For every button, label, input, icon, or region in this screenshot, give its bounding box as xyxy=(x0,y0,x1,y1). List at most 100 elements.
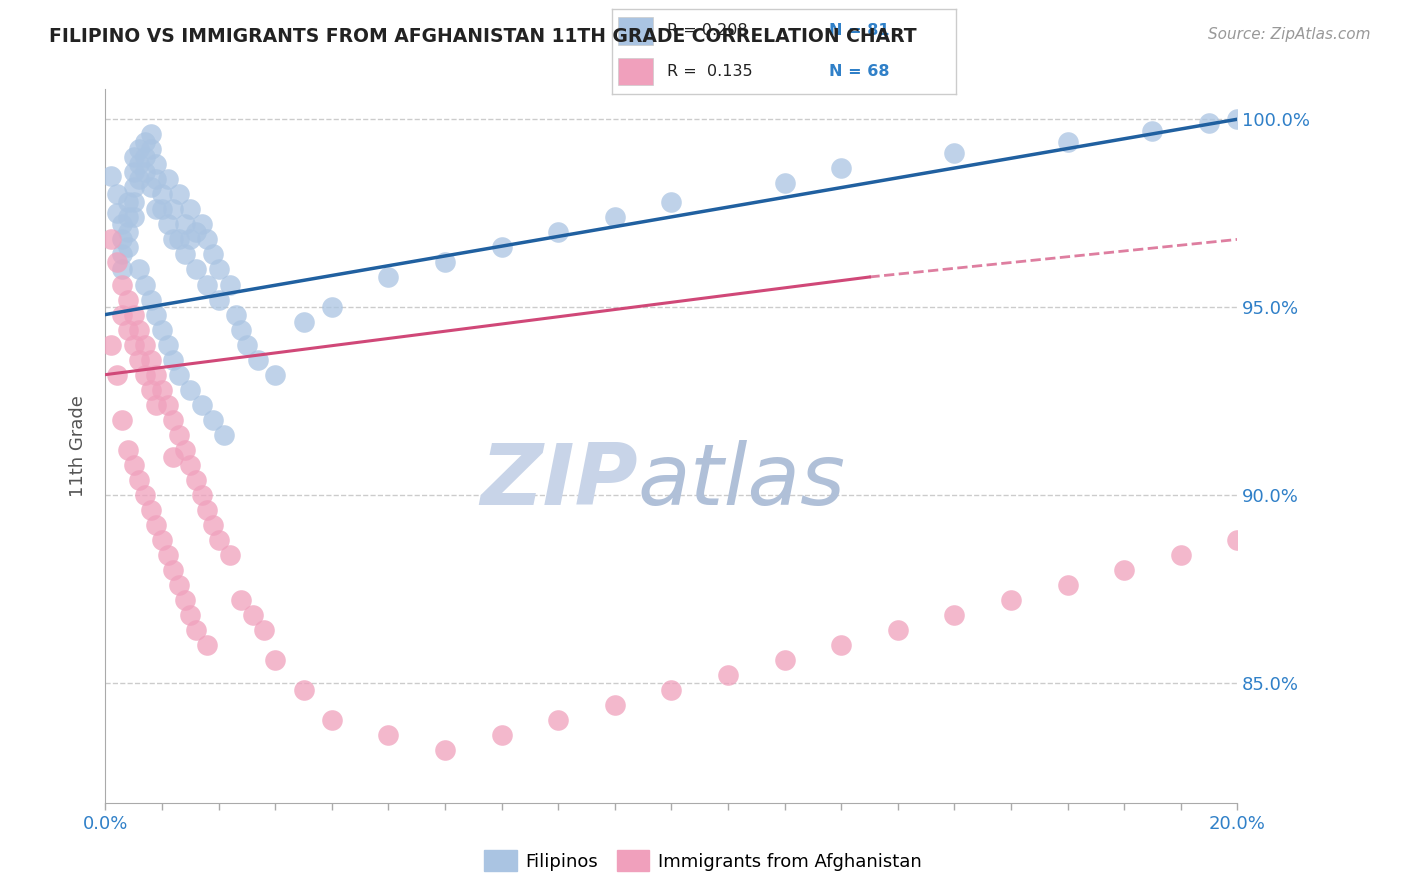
Point xyxy=(887,623,910,637)
Point xyxy=(145,202,167,217)
Point xyxy=(1000,593,1022,607)
Point xyxy=(100,169,122,183)
Point xyxy=(111,277,134,292)
Point xyxy=(134,488,156,502)
Point xyxy=(173,218,195,232)
Point xyxy=(122,308,145,322)
Point xyxy=(156,398,179,412)
Point xyxy=(491,240,513,254)
Point xyxy=(195,232,218,246)
Point xyxy=(145,517,167,532)
Point xyxy=(377,270,399,285)
Point xyxy=(830,161,852,175)
Point xyxy=(156,218,179,232)
Point xyxy=(122,210,145,224)
Point xyxy=(100,337,122,351)
Point xyxy=(173,442,195,457)
Point xyxy=(773,176,796,190)
Point xyxy=(1114,563,1136,577)
FancyBboxPatch shape xyxy=(619,18,652,45)
Point xyxy=(150,383,173,397)
Point xyxy=(190,398,212,412)
Text: N = 68: N = 68 xyxy=(828,64,889,79)
Point xyxy=(134,337,156,351)
Text: R = 0.208: R = 0.208 xyxy=(666,23,748,38)
Point xyxy=(122,179,145,194)
Point xyxy=(145,368,167,382)
Point xyxy=(547,225,569,239)
Point xyxy=(122,194,145,209)
Point xyxy=(184,262,207,277)
Point xyxy=(231,593,253,607)
Point xyxy=(603,210,626,224)
Point xyxy=(105,368,128,382)
Point xyxy=(661,683,683,698)
Point xyxy=(139,503,162,517)
Text: N = 81: N = 81 xyxy=(828,23,889,38)
Point xyxy=(162,450,184,465)
Text: FILIPINO VS IMMIGRANTS FROM AFGHANISTAN 11TH GRADE CORRELATION CHART: FILIPINO VS IMMIGRANTS FROM AFGHANISTAN … xyxy=(49,27,917,45)
Point xyxy=(195,503,218,517)
Point xyxy=(139,352,162,367)
Point xyxy=(661,194,683,209)
Point xyxy=(433,743,456,757)
Point xyxy=(111,232,134,246)
Point xyxy=(201,413,224,427)
Point xyxy=(208,293,231,307)
Point xyxy=(433,255,456,269)
Point xyxy=(943,607,966,622)
Point xyxy=(111,262,134,277)
Point xyxy=(111,308,134,322)
Point xyxy=(225,308,247,322)
Point xyxy=(162,232,184,246)
Point xyxy=(122,165,145,179)
FancyBboxPatch shape xyxy=(619,58,652,85)
Point xyxy=(111,218,134,232)
Point xyxy=(247,352,270,367)
Point xyxy=(150,202,173,217)
Point xyxy=(122,458,145,472)
Point xyxy=(830,638,852,652)
Point xyxy=(201,517,224,532)
Point xyxy=(128,322,150,336)
Point xyxy=(292,683,315,698)
Point xyxy=(292,315,315,329)
Point xyxy=(128,473,150,487)
Point xyxy=(139,383,162,397)
Point xyxy=(167,368,190,382)
Point xyxy=(105,187,128,202)
Point xyxy=(167,578,190,592)
Point xyxy=(1056,578,1078,592)
Point xyxy=(117,240,139,254)
Point xyxy=(179,383,201,397)
Point xyxy=(111,247,134,261)
Y-axis label: 11th Grade: 11th Grade xyxy=(69,395,87,497)
Point xyxy=(134,165,156,179)
Point xyxy=(253,623,276,637)
Point xyxy=(156,337,179,351)
Point xyxy=(179,607,201,622)
Point xyxy=(264,653,287,667)
Point xyxy=(162,563,184,577)
Point xyxy=(184,225,207,239)
Point xyxy=(105,206,128,220)
Point xyxy=(162,352,184,367)
Point xyxy=(603,698,626,713)
Point xyxy=(145,398,167,412)
Point xyxy=(117,210,139,224)
Point xyxy=(150,322,173,336)
Point xyxy=(167,232,190,246)
Point xyxy=(321,713,343,727)
Point xyxy=(145,157,167,171)
Point xyxy=(1226,533,1249,547)
Point xyxy=(117,442,139,457)
Point xyxy=(179,202,201,217)
Point xyxy=(190,218,212,232)
Point xyxy=(208,262,231,277)
Text: R =  0.135: R = 0.135 xyxy=(666,64,752,79)
Point xyxy=(943,146,966,161)
Point xyxy=(128,262,150,277)
Point xyxy=(128,352,150,367)
Point xyxy=(184,473,207,487)
Point xyxy=(167,187,190,202)
